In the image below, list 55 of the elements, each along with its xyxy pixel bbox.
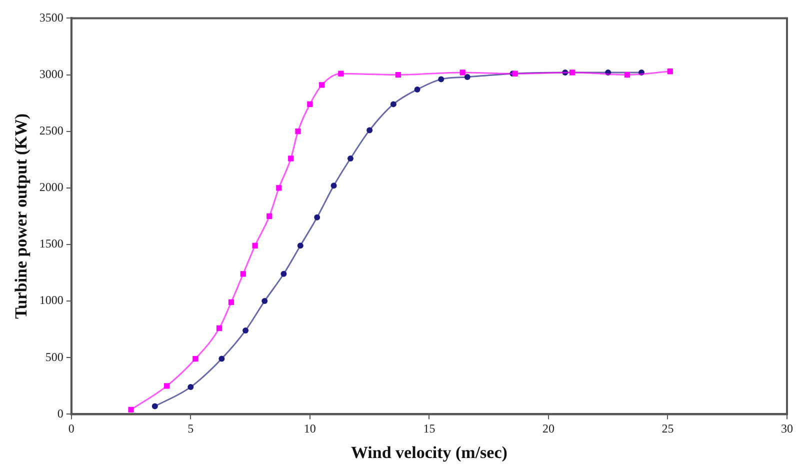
point [569,70,576,76]
point [667,68,673,74]
x-axis-title: Wind velocity (m/sec) [350,443,508,462]
y-tick-label: 0 [57,406,64,420]
point [276,185,282,191]
point [297,242,304,249]
point [438,76,444,82]
point [242,327,249,334]
x-tick-label: 10 [304,422,316,436]
y-tick-label: 1500 [39,236,64,251]
point [464,74,470,80]
point [638,70,644,76]
point [605,70,612,76]
y-tick-label: 3000 [39,66,64,81]
point [460,70,466,76]
point [347,155,354,162]
point [319,82,325,88]
point [228,299,234,306]
point [295,128,301,134]
point [192,356,198,362]
point [252,242,258,248]
x-tick-label: 5 [188,422,194,436]
x-tick-label: 30 [781,422,793,436]
point [624,72,630,78]
point [262,298,268,304]
y-tick-label: 3500 [39,10,64,24]
x-tick-label: 20 [542,422,554,436]
y-tick-label: 1000 [39,293,64,308]
point [562,70,568,76]
point [366,127,373,134]
point [218,356,225,362]
point [395,72,402,78]
point [216,325,222,332]
point [128,406,134,413]
point [330,182,337,189]
point [152,403,158,410]
x-tick-label: 0 [68,422,74,436]
point [512,70,518,76]
y-axis-title: Turbine power output (KW) [12,113,31,319]
point [164,383,170,389]
point [188,384,194,390]
point [280,270,287,277]
point [288,156,294,162]
point [314,214,320,220]
y-tick-label: 500 [45,350,64,364]
point [338,70,344,76]
x-tick-label: 15 [423,422,436,436]
point [266,213,272,220]
point [307,101,313,108]
y-tick-label: 2000 [39,180,64,194]
point [240,271,246,277]
point [414,86,420,92]
point [390,101,396,108]
x-tick-label: 25 [662,422,674,436]
y-tick-label: 2500 [39,124,64,138]
